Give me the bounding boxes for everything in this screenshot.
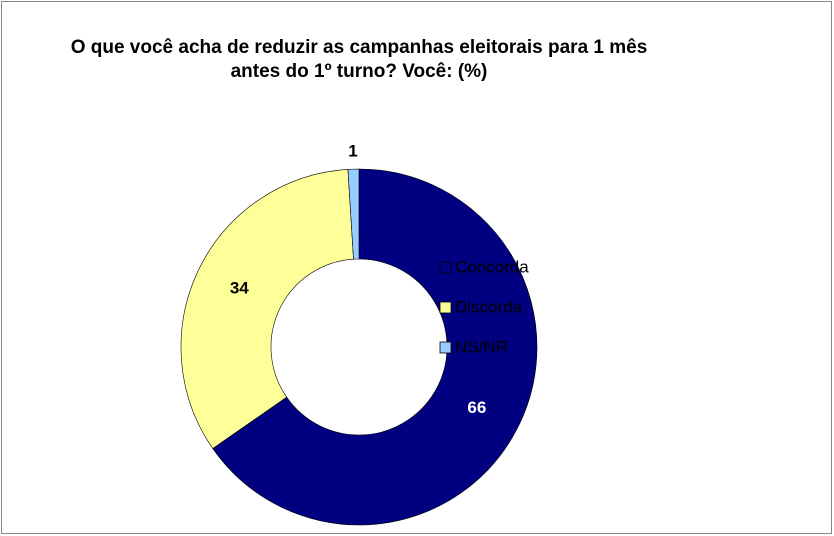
data-label: 34 [230,279,249,298]
donut-slice [180,169,354,449]
legend-label: NS/NR [455,337,508,356]
legend-swatch [439,341,452,354]
data-label: 66 [467,398,486,417]
legend-label: Concorda [455,257,529,276]
legend-swatch [439,261,452,274]
chart-title: O que você acha de reduzir as campanhas … [71,37,648,82]
legend-swatch [439,301,452,314]
donut-slice [347,168,360,260]
data-label: 1 [348,142,357,161]
legend-label: Discorda [455,297,523,316]
